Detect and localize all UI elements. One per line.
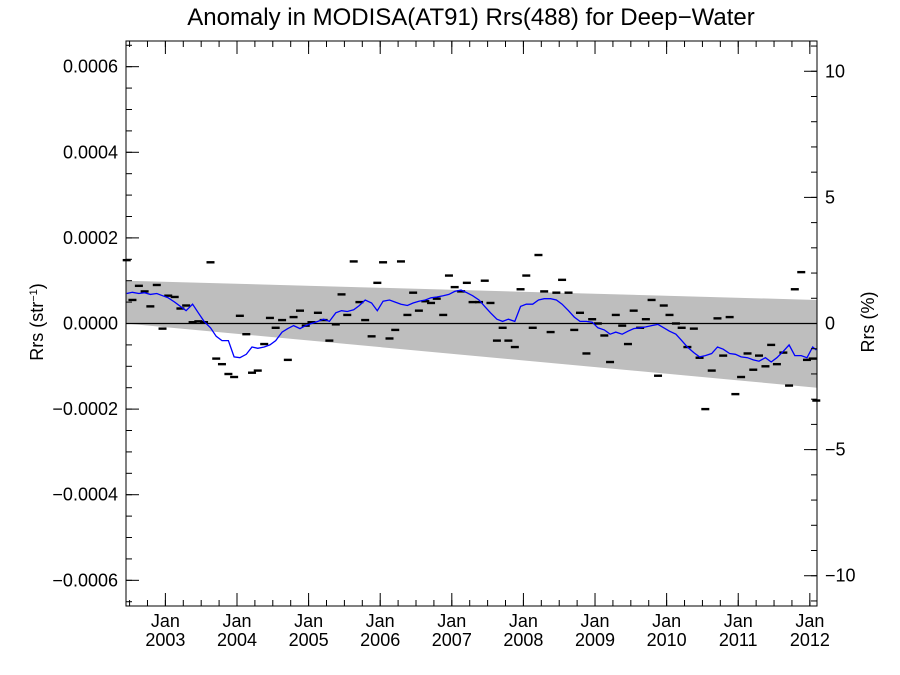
right-tick-label: 0 [825, 314, 835, 334]
right-axis: 10 5 0 −5 −10 [804, 45, 856, 602]
x-tick-year: 2005 [289, 630, 329, 650]
x-tick-month: Jan [294, 611, 323, 631]
x-tick-year: 2007 [432, 630, 472, 650]
left-tick-label: 0.0006 [63, 57, 118, 77]
x-tick-year: 2003 [145, 630, 185, 650]
left-axis-label: Rrs (str−1) [27, 283, 47, 361]
x-tick-year: 2011 [719, 630, 758, 650]
running-mean-line [126, 289, 817, 363]
right-tick-label: 5 [825, 187, 835, 207]
left-axis: 0.0006 0.0004 0.0002 0.0000 −0.0002 −0.0004 −0… [52, 44, 139, 603]
x-tick-month: Jan [795, 611, 824, 631]
left-tick-label: −0.0006 [52, 570, 118, 590]
uncertainty-band-layer [126, 280, 817, 388]
uncertainty-band [126, 280, 817, 388]
left-tick-label: −0.0002 [52, 399, 118, 419]
x-tick-month: Jan [151, 611, 180, 631]
x-tick-month: Jan [366, 611, 395, 631]
x-tick-month: Jan [652, 611, 681, 631]
x-tick-month: Jan [509, 611, 538, 631]
x-tick-year: 2010 [647, 630, 687, 650]
left-tick-label: 0.0000 [63, 314, 118, 334]
x-tick-month: Jan [437, 611, 466, 631]
left-tick-label: −0.0004 [52, 485, 118, 505]
x-tick-year: 2008 [503, 630, 543, 650]
x-axis: Jan2003Jan2004Jan2005Jan2006Jan2007Jan20… [129, 41, 830, 650]
x-tick-month: Jan [581, 611, 610, 631]
x-tick-year: 2009 [575, 630, 615, 650]
x-tick-year: 2012 [790, 630, 830, 650]
left-tick-label: 0.0002 [63, 228, 118, 248]
x-tick-month: Jan [222, 611, 251, 631]
x-tick-year: 2004 [217, 630, 257, 650]
right-axis-label: Rrs (%) [858, 292, 878, 353]
x-tick-month: Jan [724, 611, 753, 631]
right-tick-label: 10 [825, 61, 845, 81]
right-tick-label: −5 [825, 440, 846, 460]
x-tick-year: 2006 [360, 630, 400, 650]
chart-title: Anomaly in MODISA(AT91) Rrs(488) for Dee… [187, 4, 755, 31]
series-layer [122, 253, 821, 411]
left-tick-label: 0.0004 [63, 142, 118, 162]
right-tick-label: −10 [825, 566, 856, 586]
